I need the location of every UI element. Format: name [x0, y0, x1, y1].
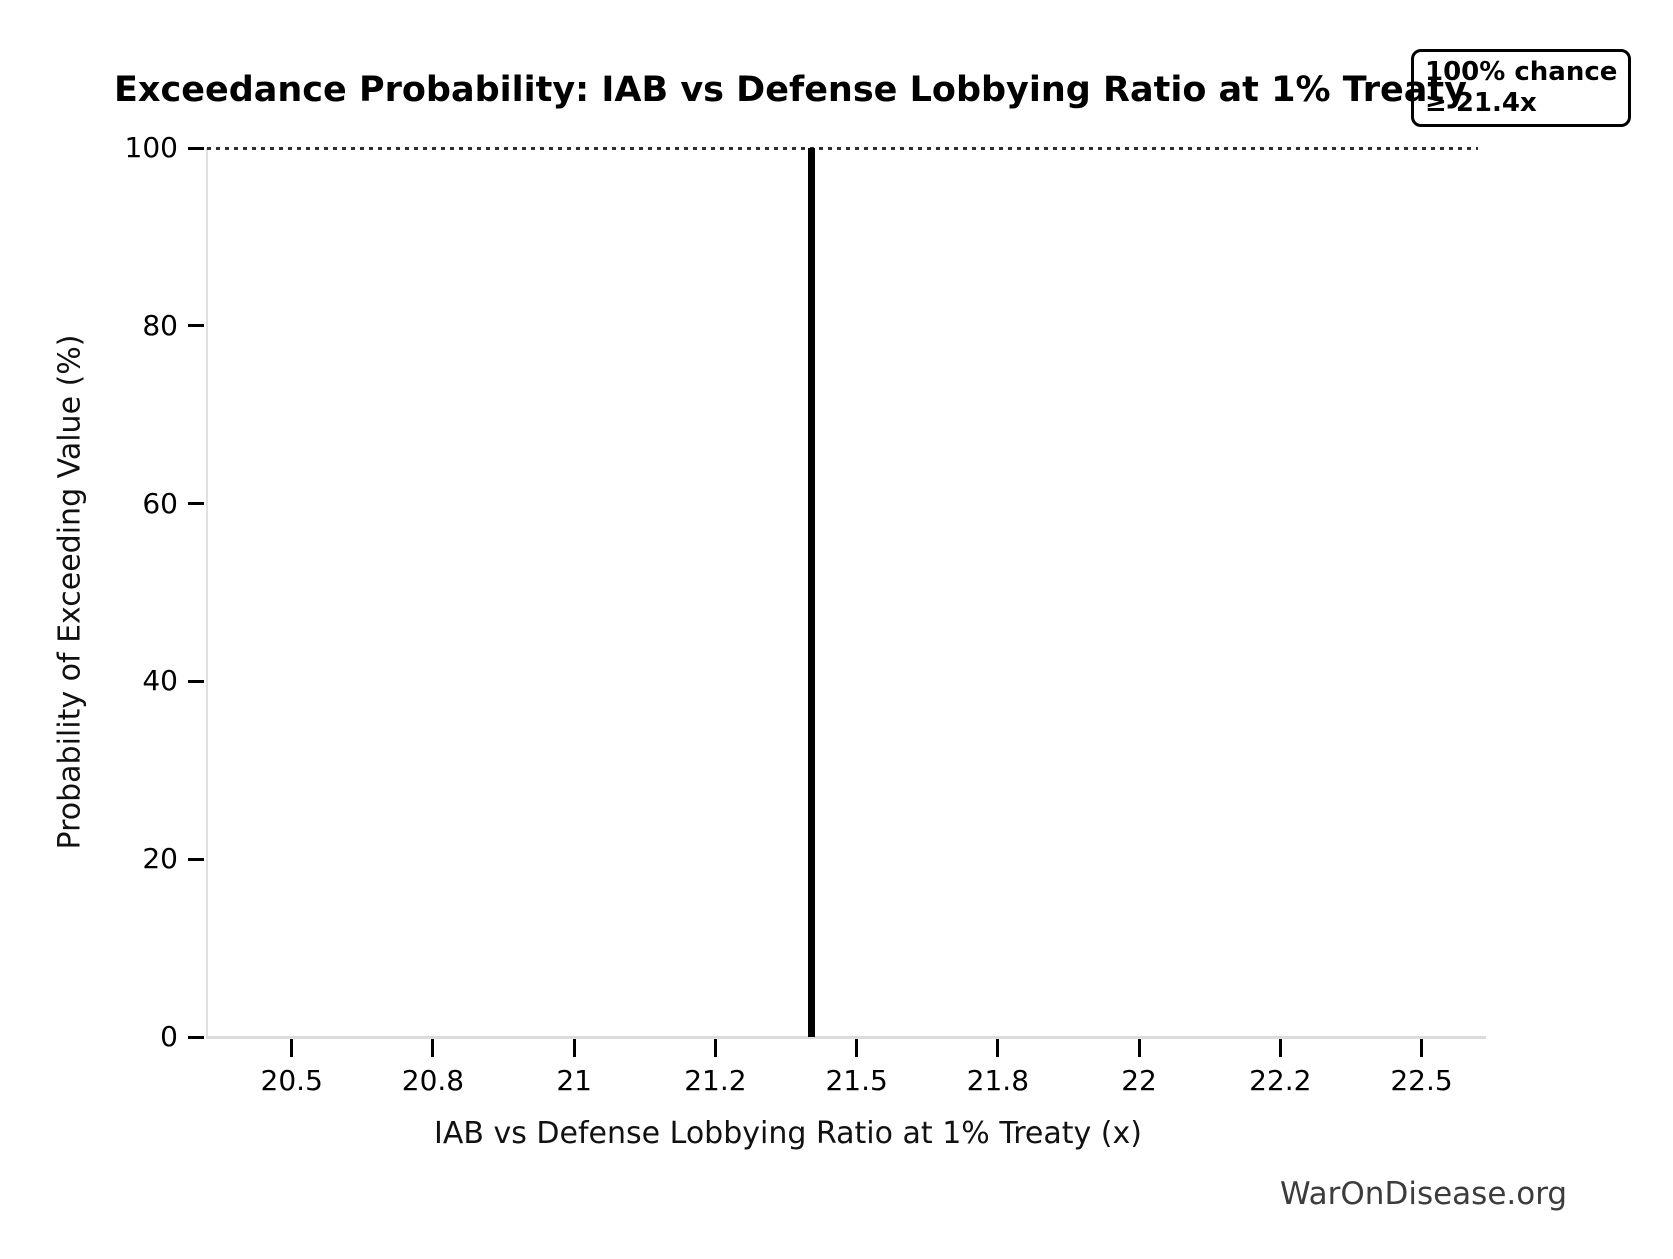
x-tick	[572, 1039, 576, 1057]
legend-line-2: ≥ 21.4x	[1425, 88, 1537, 118]
x-tick-label: 21.2	[684, 1064, 747, 1097]
y-tick	[188, 1035, 204, 1039]
x-tick-label: 21.8	[966, 1064, 1030, 1097]
x-tick-label: 22.5	[1390, 1064, 1453, 1097]
y-tick-label: 40	[142, 664, 178, 698]
y-axis-line	[206, 148, 208, 1037]
x-tick-label: 20.5	[260, 1064, 323, 1097]
legend: 100% chance ≥ 21.4x	[1411, 49, 1632, 127]
y-tick-label: 100	[124, 131, 178, 164]
exceedance-drop-line	[807, 148, 815, 1037]
x-axis-title: IAB vs Defense Lobbying Ratio at 1% Trea…	[434, 1116, 1142, 1151]
y-tick-label: 0	[160, 1020, 178, 1053]
watermark: WarOnDisease.org	[1280, 1176, 1568, 1212]
x-tick	[1278, 1039, 1282, 1057]
y-tick-label: 80	[142, 308, 178, 342]
x-tick	[1137, 1039, 1141, 1057]
y-tick	[188, 502, 204, 506]
x-tick	[713, 1039, 717, 1057]
y-tick-label: 20	[142, 842, 178, 876]
x-tick-label: 21	[556, 1064, 592, 1097]
x-axis-line	[206, 1036, 1486, 1039]
y-axis-title: Probability of Exceeding Value (%)	[52, 334, 88, 850]
x-tick	[996, 1039, 1000, 1057]
x-tick-label: 21.5	[825, 1064, 888, 1097]
y-tick-label: 60	[142, 486, 178, 520]
x-tick-label: 22.2	[1249, 1064, 1312, 1097]
reference-line-100pct	[207, 147, 1478, 150]
x-tick	[431, 1039, 435, 1057]
x-tick	[1420, 1039, 1423, 1057]
x-tick-label: 22	[1121, 1064, 1157, 1097]
chart-title: Exceedance Probability: IAB vs Defense L…	[114, 70, 1467, 110]
x-tick	[855, 1039, 859, 1057]
y-tick	[188, 679, 204, 683]
y-tick	[188, 857, 204, 861]
x-tick	[290, 1039, 294, 1057]
y-tick	[188, 146, 204, 150]
y-tick	[188, 324, 204, 328]
x-tick-label: 20.8	[401, 1064, 465, 1097]
legend-line-1: 100% chance	[1425, 57, 1618, 87]
